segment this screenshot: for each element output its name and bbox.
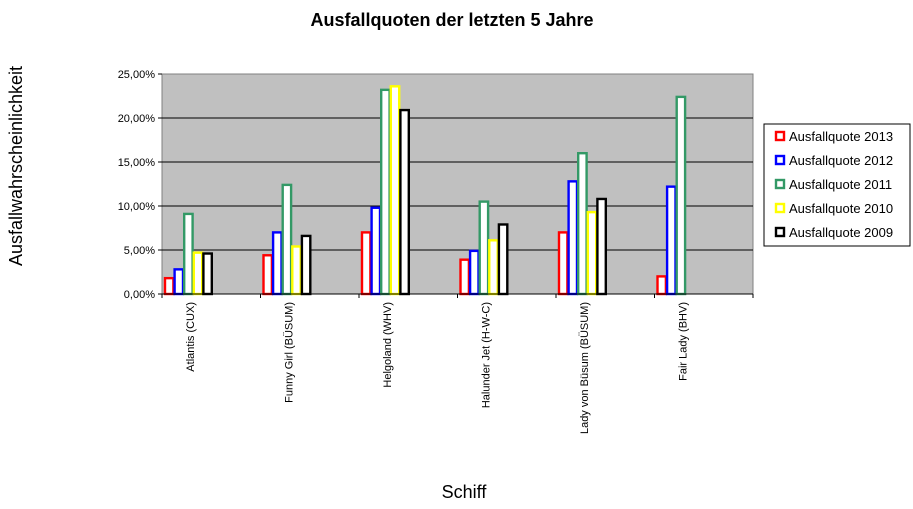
- bar: [292, 246, 300, 294]
- category-label: Funny Girl (BÜSUM): [284, 302, 296, 403]
- legend: Ausfallquote 2013 Ausfallquote 2012 Ausfal…: [764, 124, 910, 246]
- y-tick-label: 25,00%: [118, 69, 156, 81]
- bar: [194, 253, 202, 294]
- plot-area: [162, 74, 753, 294]
- y-axis-ticks: 0,00% 5,00% 10,00% 15,00% 20,00% 25,00%: [118, 69, 162, 301]
- bar: [372, 208, 380, 294]
- category-label: Helgoland (WHV): [382, 302, 394, 388]
- chart-title: Ausfallquoten der letzten 5 Jahre: [310, 10, 593, 30]
- y-tick-label: 5,00%: [124, 245, 155, 257]
- bar: [658, 276, 666, 294]
- bar: [203, 254, 211, 294]
- bar: [470, 251, 478, 294]
- bar: [302, 236, 310, 294]
- y-tick-label: 15,00%: [118, 157, 156, 169]
- bar: [461, 260, 469, 294]
- legend-swatch: [776, 204, 784, 212]
- bar: [264, 255, 272, 294]
- bar: [588, 212, 596, 294]
- legend-swatch: [776, 180, 784, 188]
- y-tick-label: 20,00%: [118, 113, 156, 125]
- legend-label: Ausfallquote 2010: [789, 201, 893, 216]
- bar: [400, 110, 408, 294]
- bar: [175, 269, 183, 294]
- bar: [362, 232, 370, 294]
- y-axis-title: Ausfallwahrscheinlichkeit: [6, 66, 26, 266]
- bar: [381, 90, 389, 294]
- bar: [569, 181, 577, 294]
- legend-label: Ausfallquote 2012: [789, 153, 893, 168]
- bar: [480, 202, 488, 294]
- bar: [597, 199, 605, 294]
- legend-label: Ausfallquote 2011: [789, 177, 892, 192]
- bar: [391, 86, 399, 294]
- bar: [184, 214, 192, 294]
- bar: [165, 278, 173, 294]
- legend-swatch: [776, 156, 784, 164]
- legend-label: Ausfallquote 2009: [789, 225, 893, 240]
- bar: [499, 224, 507, 294]
- legend-label: Ausfallquote 2013: [789, 129, 893, 144]
- bar: [559, 232, 567, 294]
- bar: [667, 187, 675, 294]
- legend-swatch: [776, 132, 784, 140]
- y-tick-label: 0,00%: [124, 289, 155, 301]
- bar: [578, 153, 586, 294]
- legend-swatch: [776, 228, 784, 236]
- bar: [283, 185, 291, 294]
- category-label: Atlantis (CUX): [185, 302, 197, 372]
- category-label: Halunder Jet (H-W-C): [481, 302, 493, 408]
- category-label: Fair Lady (BHV): [678, 302, 690, 381]
- category-labels: Atlantis (CUX) Funny Girl (BÜSUM) Helgolan…: [185, 302, 690, 434]
- bar: [273, 232, 281, 294]
- bar: [489, 240, 497, 294]
- category-label: Lady von Büsum (BÜSUM): [579, 302, 591, 434]
- bar: [677, 97, 685, 294]
- y-tick-label: 10,00%: [118, 201, 156, 213]
- x-axis-title: Schiff: [442, 482, 488, 502]
